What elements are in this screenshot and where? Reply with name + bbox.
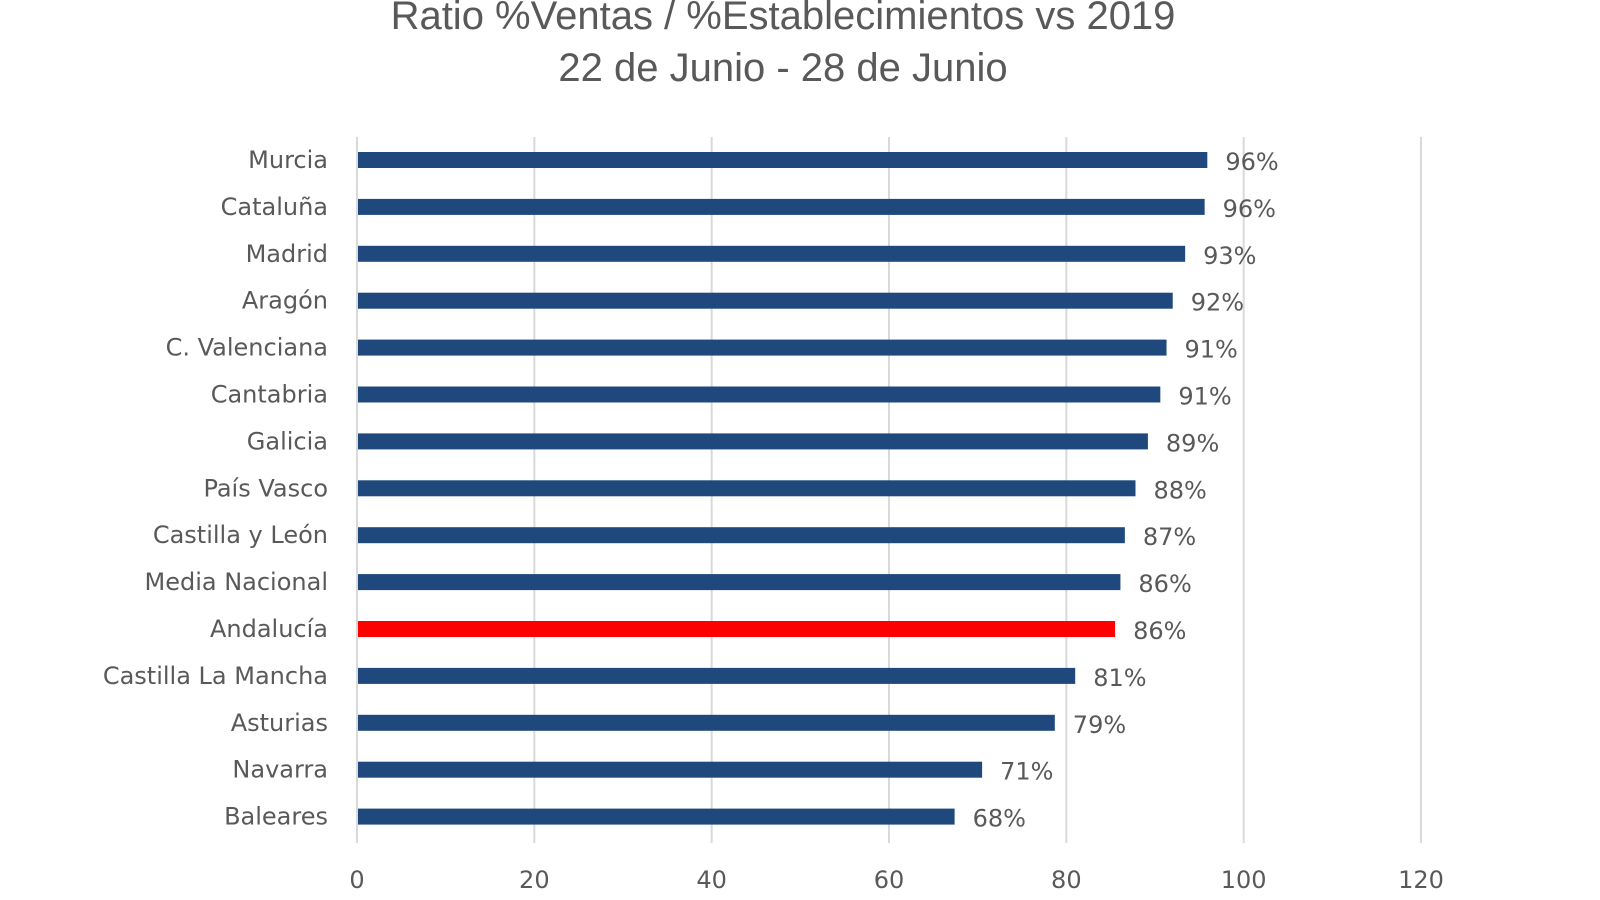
x-tick-label: 0 xyxy=(349,866,364,894)
category-label: Baleares xyxy=(224,803,328,831)
data-label: 86% xyxy=(1138,570,1191,598)
category-label: Andalucía xyxy=(210,615,328,643)
category-label: Madrid xyxy=(246,240,328,268)
chart-title: Ratio %Ventas / %Establecimientos vs 201… xyxy=(390,0,1176,38)
bar[interactable] xyxy=(358,714,1055,731)
data-label: 87% xyxy=(1143,523,1196,551)
category-label: Castilla La Mancha xyxy=(103,662,328,690)
category-label: Castilla y León xyxy=(153,521,328,549)
category-label: C. Valenciana xyxy=(166,334,328,362)
category-label: Asturias xyxy=(231,709,328,737)
bar[interactable] xyxy=(358,527,1125,544)
x-tick-label: 40 xyxy=(696,866,727,894)
category-label: Media Nacional xyxy=(144,568,328,596)
data-label: 88% xyxy=(1153,476,1206,504)
x-tick-label: 60 xyxy=(874,866,905,894)
bar-highlight[interactable] xyxy=(358,621,1116,637)
x-tick-label: 20 xyxy=(519,866,550,894)
bar[interactable] xyxy=(358,433,1148,450)
chart-subtitle: 22 de Junio - 28 de Junio xyxy=(558,46,1008,90)
category-label: Galicia xyxy=(247,427,328,455)
category-label: País Vasco xyxy=(203,474,328,502)
data-label: 96% xyxy=(1225,148,1278,176)
bar[interactable] xyxy=(358,761,983,778)
data-label: 91% xyxy=(1185,336,1238,364)
data-label: 81% xyxy=(1093,664,1146,692)
bar[interactable] xyxy=(358,198,1205,215)
x-tick-label: 100 xyxy=(1221,866,1267,894)
data-label: 91% xyxy=(1178,383,1231,411)
data-label: 93% xyxy=(1203,242,1256,270)
data-label: 96% xyxy=(1223,195,1276,223)
bar[interactable] xyxy=(358,152,1208,168)
bar[interactable] xyxy=(358,292,1173,309)
bar[interactable] xyxy=(358,667,1076,684)
data-label: 68% xyxy=(973,805,1026,833)
category-label: Navarra xyxy=(232,756,328,784)
data-label: 71% xyxy=(1000,758,1053,786)
bar[interactable] xyxy=(358,245,1186,262)
x-tick-label: 80 xyxy=(1051,866,1082,894)
category-label: Cantabria xyxy=(211,381,328,409)
x-tick-label: 120 xyxy=(1398,866,1444,894)
data-label: 89% xyxy=(1166,429,1219,457)
category-label: Murcia xyxy=(248,146,328,174)
data-label: 79% xyxy=(1073,711,1126,739)
bar[interactable] xyxy=(358,386,1161,403)
bar[interactable] xyxy=(358,339,1167,356)
bar[interactable] xyxy=(358,480,1136,497)
bar[interactable] xyxy=(358,808,955,825)
category-label: Cataluña xyxy=(221,193,328,221)
category-label: Aragón xyxy=(242,287,328,315)
data-label: 86% xyxy=(1133,617,1186,645)
bar[interactable] xyxy=(358,574,1121,591)
data-label: 92% xyxy=(1191,289,1244,317)
